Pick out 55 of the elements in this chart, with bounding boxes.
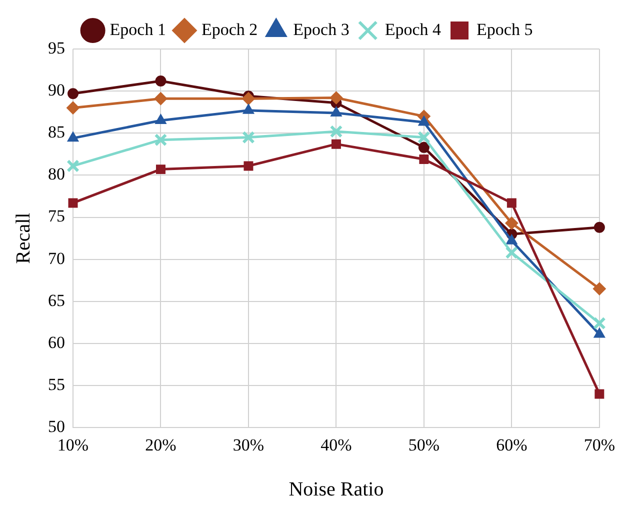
point [506,198,516,208]
point [68,198,78,208]
point [244,161,254,171]
point [505,216,518,230]
y-axis-title: Recall [12,212,34,264]
point [242,104,254,114]
x-tick-label: 40% [320,435,352,454]
legend-label: Epoch 2 [201,20,258,39]
legend-label: Epoch 1 [110,20,166,39]
x-tick-label: 60% [496,435,528,454]
point [66,101,80,114]
point [330,91,343,104]
point [506,234,518,244]
point [418,142,430,153]
point [154,92,168,106]
x-axis-title: Noise Ratio [288,478,384,500]
legend-label: Epoch 4 [384,20,442,39]
point [594,389,604,399]
x-tick-label: 50% [408,435,440,454]
point [156,164,166,174]
point [594,222,605,233]
y-tick-label: 60 [48,332,65,352]
x-tick-label: 20% [145,435,176,454]
point [242,92,255,106]
point [330,106,342,116]
point [67,132,79,142]
x-tick-label: 10% [57,435,89,454]
legend-label: Epoch 3 [293,20,350,39]
point [66,159,80,172]
legend-label: Epoch 5 [476,20,533,39]
point [417,130,430,144]
point [154,133,168,146]
y-tick-label: 65 [48,290,65,310]
point [155,75,166,86]
point [68,88,78,100]
point [155,114,166,124]
point [419,154,429,164]
y-tick-label: 85 [48,122,65,142]
point [418,116,430,126]
point [592,316,606,330]
point [331,139,341,149]
y-tick-label: 50 [48,417,65,436]
y-tick-label: 95 [48,38,65,58]
y-tick-label: 80 [48,164,65,184]
point [505,246,518,260]
y-tick-label: 75 [48,206,65,226]
point [594,328,606,338]
x-tick-label: 30% [232,435,264,454]
point [330,125,343,138]
y-tick-label: 90 [48,80,65,100]
y-tick-label: 55 [48,375,65,394]
point [242,130,255,144]
y-tick-label: 70 [48,248,65,268]
x-tick-label: 70% [584,435,616,454]
point [592,282,606,296]
